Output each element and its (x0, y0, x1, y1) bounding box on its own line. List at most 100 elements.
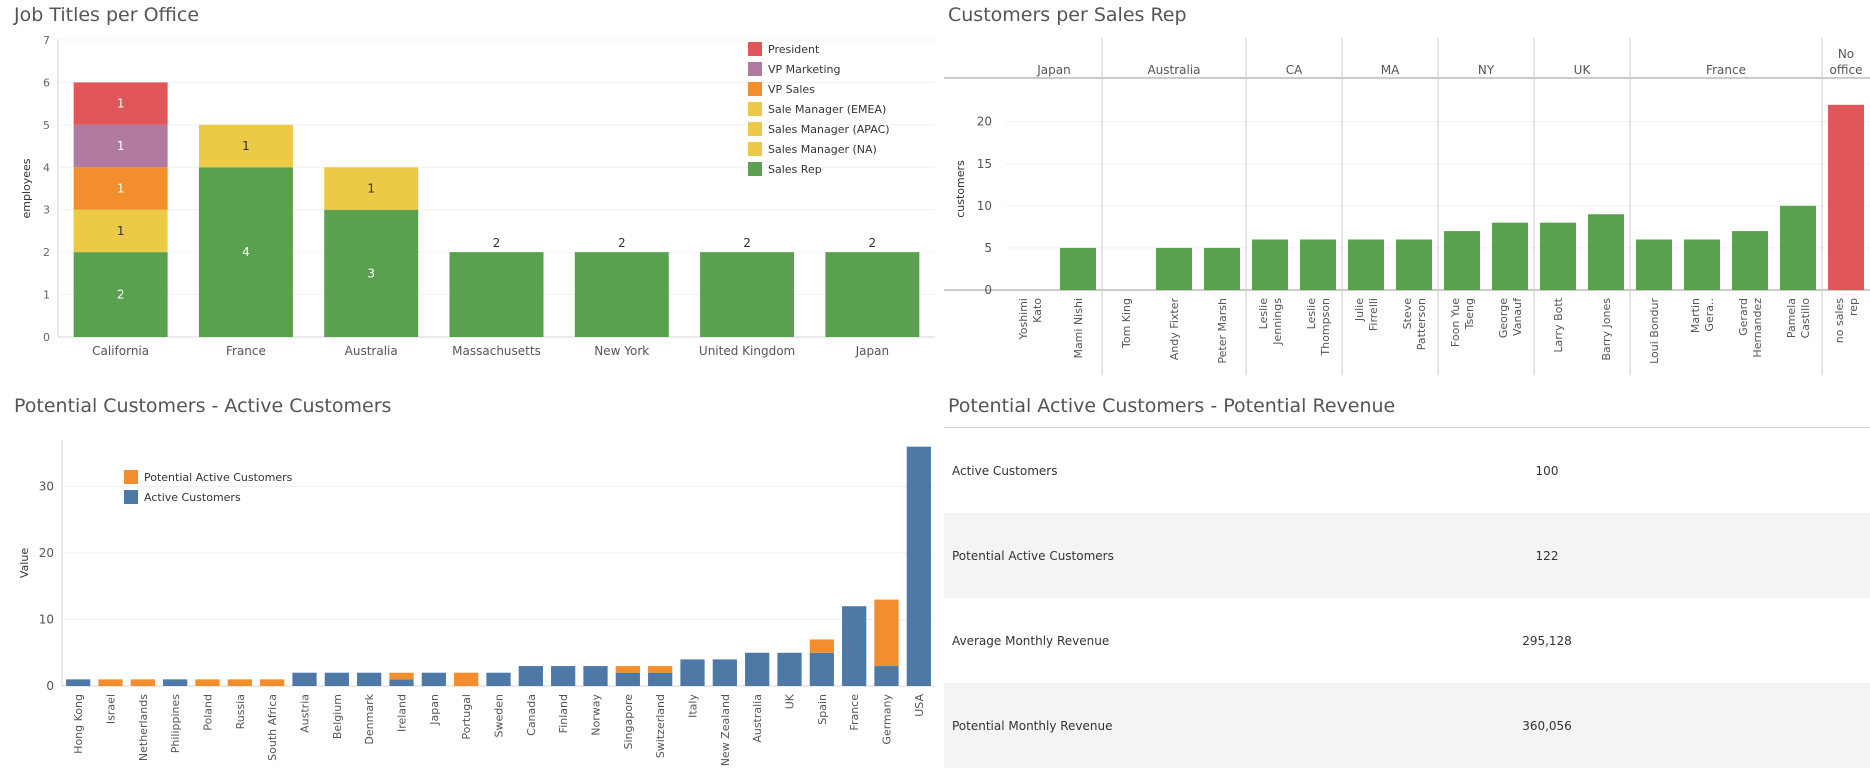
kpi-row-potential-revenue[interactable]: Potential Monthly Revenue 360,056 (944, 683, 1870, 768)
y-axis-label: customers (954, 160, 967, 218)
customers-rep-title: Customers per Sales Rep (948, 4, 1187, 26)
rep-name-label: Tseng (1463, 298, 1476, 330)
bar-segment (648, 666, 673, 673)
y-tick-label: 10 (977, 199, 992, 213)
bar-segment (454, 672, 479, 686)
rep-bar (1780, 205, 1816, 290)
bar-segment (198, 124, 293, 168)
group-header-label: Japan (1036, 63, 1070, 77)
rep-name-label: Steve (1401, 298, 1414, 330)
legend-swatch (124, 470, 138, 484)
rep-name-label: George (1497, 298, 1510, 338)
bar-segment (260, 679, 285, 686)
rep-name-label: Gera.. (1703, 298, 1716, 332)
rep-name-label: Leslie (1257, 298, 1270, 330)
x-tick-label: Denmark (363, 693, 376, 744)
rep-bar (1588, 214, 1624, 290)
x-tick-label: Sweden (493, 694, 506, 737)
x-tick-label: Norway (590, 694, 603, 736)
kpi-value: 122 (1535, 548, 1559, 563)
group-header-label: UK (1574, 63, 1592, 77)
bar-segment (389, 672, 414, 680)
legend-swatch (748, 122, 762, 136)
job-titles-title: Job Titles per Office (14, 4, 200, 26)
x-tick-label: USA (913, 694, 926, 717)
rep-name-label: Peter Marsh (1216, 298, 1229, 364)
y-tick-label: 3 (43, 204, 50, 217)
y-tick-label: 20 (977, 115, 992, 129)
bar-segment (745, 652, 770, 686)
x-tick-label: Belgium (331, 694, 344, 739)
x-tick-label: Poland (202, 694, 215, 731)
rep-name-label: Jennings (1271, 298, 1284, 346)
kpi-row-active[interactable]: Active Customers 100 (944, 428, 1870, 513)
x-tick-label: Canada (525, 694, 538, 736)
x-tick-label: Hong Kong (72, 694, 85, 754)
legend-swatch (748, 62, 762, 76)
x-tick-label: Switzerland (654, 694, 667, 758)
bar-segment (357, 672, 382, 686)
rep-bar (1300, 239, 1336, 290)
bar-total-label: 2 (493, 236, 501, 250)
bar-total-label: 2 (743, 236, 751, 250)
rep-name-label: Thompson (1319, 298, 1332, 357)
bar-segment (73, 82, 168, 125)
legend-swatch (124, 490, 138, 504)
x-tick-label: Netherlands (137, 694, 150, 761)
kpi-label: Potential Active Customers (952, 548, 1114, 563)
y-axis-label: Value (18, 548, 31, 578)
x-tick-label: California (92, 344, 149, 358)
bar-segment (712, 659, 737, 686)
x-tick-label: Massachusetts (452, 344, 541, 358)
bar-segment (73, 209, 168, 253)
legend-label: VP Sales (768, 83, 815, 96)
rep-bar (1204, 247, 1240, 290)
rep-bar (1444, 231, 1480, 290)
rep-name-label: Leslie (1305, 298, 1318, 330)
bar-segment (195, 679, 220, 686)
legend-swatch (748, 82, 762, 96)
legend-label: Sales Manager (APAC) (768, 123, 890, 136)
y-tick-label: 4 (43, 161, 50, 174)
bar-total-label: 2 (618, 236, 626, 250)
rep-bar (1396, 239, 1432, 290)
kpi-table: Active Customers 100 Potential Active Cu… (944, 428, 1870, 768)
legend-swatch (748, 162, 762, 176)
bar-segment (574, 252, 669, 337)
rep-bar (1156, 247, 1192, 290)
x-tick-label: UK (784, 693, 797, 709)
x-tick-label: Japan (428, 694, 441, 726)
rep-bar (1492, 222, 1528, 290)
x-tick-label: Finland (557, 694, 570, 733)
x-tick-label: Australia (751, 694, 764, 743)
rep-name-label: no sales (1833, 298, 1846, 343)
x-tick-label: South Africa (266, 694, 279, 761)
legend-swatch (748, 142, 762, 156)
kpi-row-average-revenue[interactable]: Average Monthly Revenue 295,128 (944, 598, 1870, 683)
bar-segment (324, 167, 419, 210)
bar-segment (98, 679, 123, 686)
revenue-title: Potential Active Customers - Potential R… (948, 395, 1396, 417)
legend-label: Sale Manager (EMEA) (768, 103, 886, 116)
rep-name-label: Foon Yue (1449, 298, 1462, 347)
x-tick-label: Australia (345, 344, 398, 358)
legend-swatch (748, 102, 762, 116)
bar-data-label: 4 (242, 245, 250, 259)
bar-segment (551, 666, 576, 686)
bar-segment (648, 672, 673, 686)
bar-segment (809, 639, 834, 653)
legend-label: Sales Manager (NA) (768, 143, 877, 156)
x-tick-label: Israel (105, 694, 118, 724)
y-tick-label: 5 (984, 241, 992, 255)
bar-segment (825, 252, 920, 337)
rep-bar (1732, 231, 1768, 290)
x-tick-label: Spain (816, 694, 829, 725)
bar-segment (73, 167, 168, 210)
bar-segment (227, 679, 252, 686)
bar-total-label: 2 (869, 236, 877, 250)
bar-data-label: 1 (117, 97, 125, 111)
x-tick-label: United Kingdom (699, 344, 795, 358)
bar-segment (421, 672, 446, 686)
kpi-row-potential-active[interactable]: Potential Active Customers 122 (944, 513, 1870, 598)
bar-segment (906, 446, 931, 686)
